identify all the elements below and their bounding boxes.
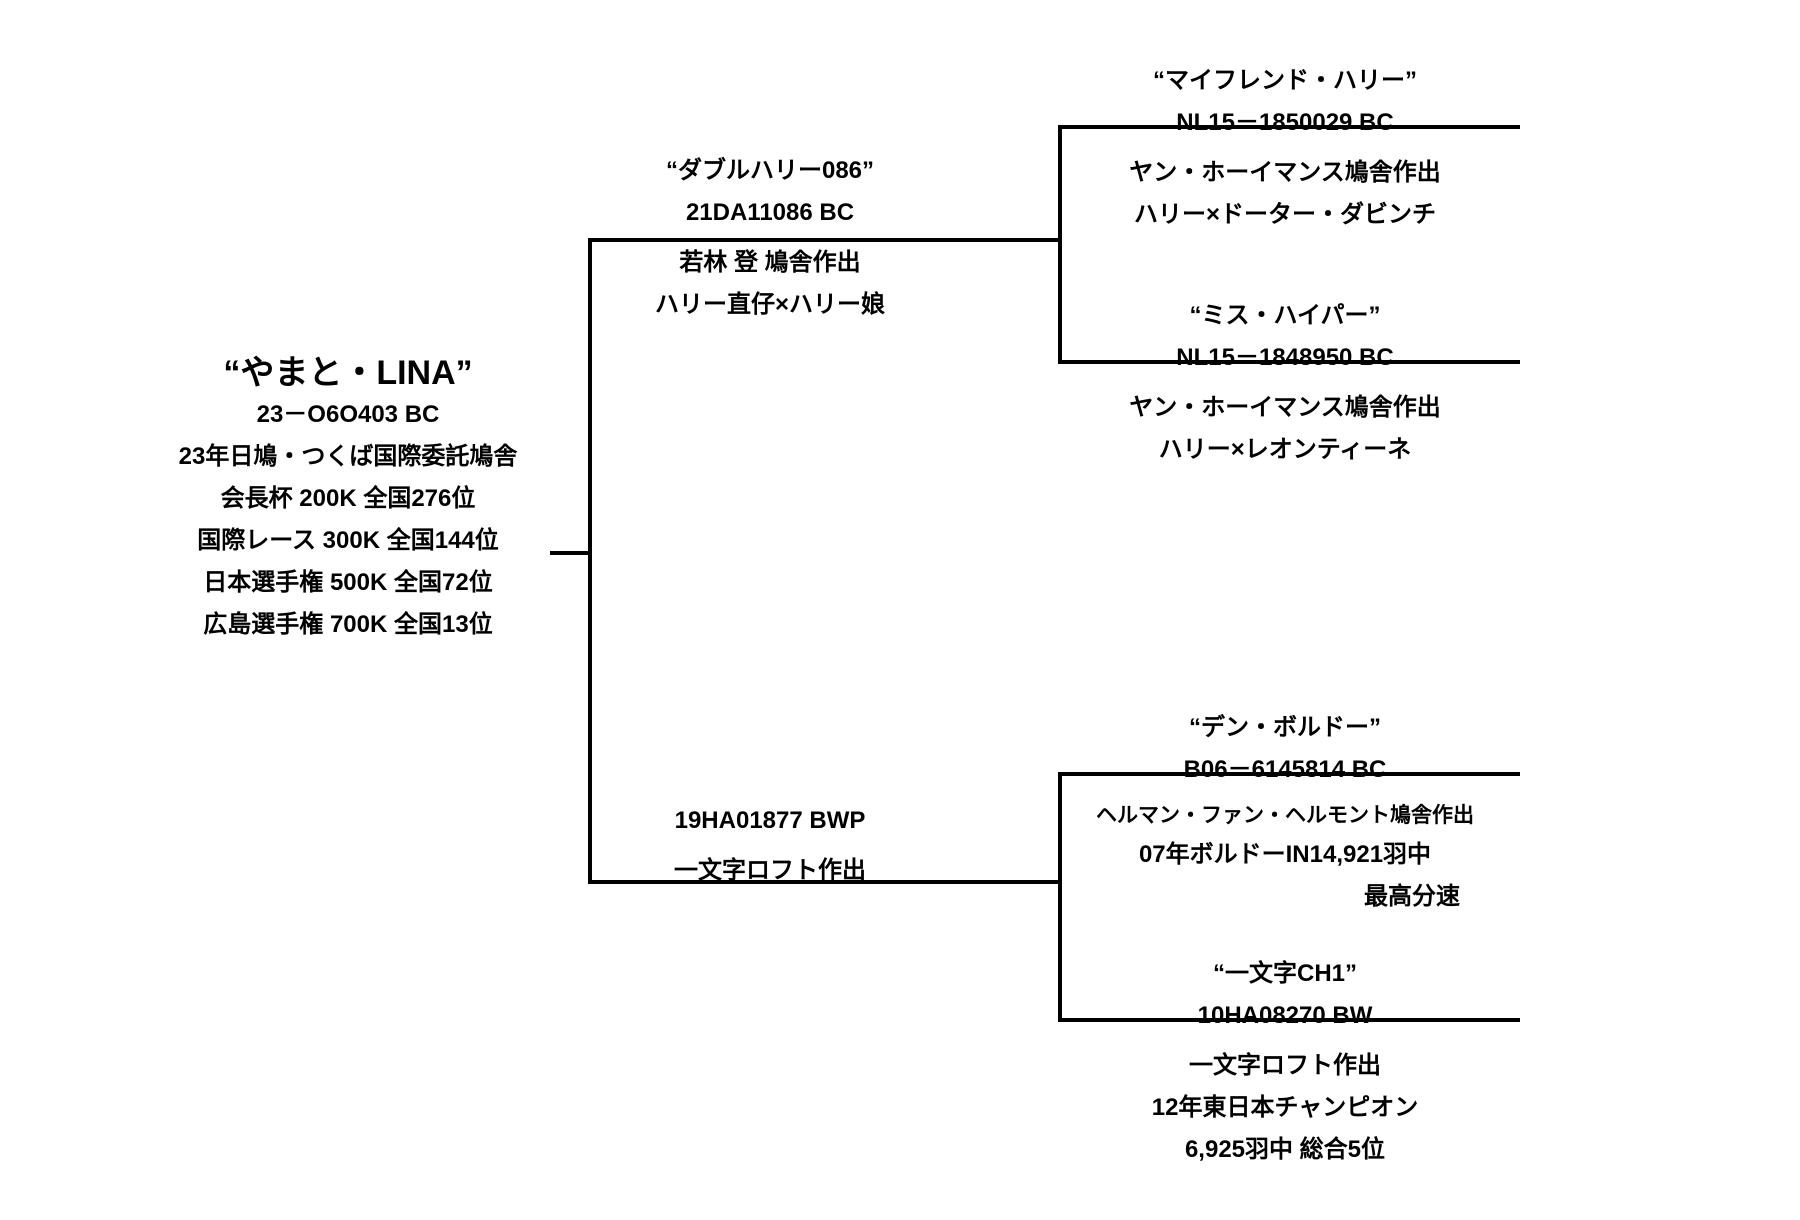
root-ring: 23－O6O403 BC [148,394,548,436]
conn-ss-h [1058,125,1520,129]
dd-title: “一文字CH1” [1050,953,1520,995]
sd-l2: ハリー×レオンティーネ [1050,429,1520,471]
conn-sire-vert [1058,125,1062,364]
root-l3: 国際レース 300K 全国144位 [148,520,548,562]
sire-l1: 若林 登 鳩舎作出 [570,242,970,284]
dd-ring: 10HA08270 BW [1050,995,1520,1037]
conn-dam-vert [1058,772,1062,1022]
root-l2: 会長杯 200K 全国276位 [148,478,548,520]
sd-ring: NL15－1848950 BC [1050,337,1520,379]
ss-l2: ハリー×ドーター・ダビンチ [1050,194,1520,236]
ds-title: “デン・ボルドー” [1050,707,1520,749]
sire-l2: ハリー直仔×ハリー娘 [570,284,970,326]
ds-node: “デン・ボルドー” B06－6145814 BC ヘルマン・ファン・ヘルモント鳩… [1050,707,1520,918]
sd-title: “ミス・ハイパー” [1050,295,1520,337]
sd-l1: ヤン・ホーイマンス鳩舎作出 [1050,387,1520,429]
root-l1: 23年日鳩・つくば国際委託鳩舎 [148,436,548,478]
dd-l1: 一文字ロフト作出 [1050,1045,1520,1087]
ss-node: “マイフレンド・ハリー” NL15－1850029 BC ヤン・ホーイマンス鳩舎… [1050,60,1520,236]
root-l5: 広島選手権 700K 全国13位 [148,604,548,646]
ss-title: “マイフレンド・ハリー” [1050,60,1520,102]
dd-node: “一文字CH1” 10HA08270 BW 一文字ロフト作出 12年東日本チャン… [1050,953,1520,1171]
conn-dam-h [588,880,1062,884]
ds-ring: B06－6145814 BC [1050,749,1520,791]
root-title: “やまと・LINA” [148,345,548,394]
dd-l3: 6,925羽中 総合5位 [1050,1129,1520,1171]
ss-ring: NL15－1850029 BC [1050,102,1520,144]
conn-gen2-vert [588,238,592,884]
dam-l1: 一文字ロフト作出 [570,850,970,892]
conn-dd-h [1058,1018,1520,1022]
ds-l2: 07年ボルドーIN14,921羽中 [1050,834,1520,876]
dam-node: 19HA01877 BWP 一文字ロフト作出 [570,800,970,892]
sire-title: “ダブルハリー086” [570,150,970,192]
ss-l1: ヤン・ホーイマンス鳩舎作出 [1050,152,1520,194]
conn-ds-h [1058,772,1520,776]
conn-sire-h [588,238,1062,242]
ds-l1: ヘルマン・ファン・ヘルモント鳩舎作出 [1050,799,1520,834]
dam-ring: 19HA01877 BWP [570,800,970,842]
dd-l2: 12年東日本チャンピオン [1050,1087,1520,1129]
root-l4: 日本選手権 500K 全国72位 [148,562,548,604]
conn-root-stub [550,551,590,555]
ds-l3: 最高分速 [1050,876,1520,918]
root-node: “やまと・LINA” 23－O6O403 BC 23年日鳩・つくば国際委託鳩舎 … [148,345,548,646]
sd-node: “ミス・ハイパー” NL15－1848950 BC ヤン・ホーイマンス鳩舎作出 … [1050,295,1520,471]
conn-sd-h [1058,360,1520,364]
sire-ring: 21DA11086 BC [570,192,970,234]
